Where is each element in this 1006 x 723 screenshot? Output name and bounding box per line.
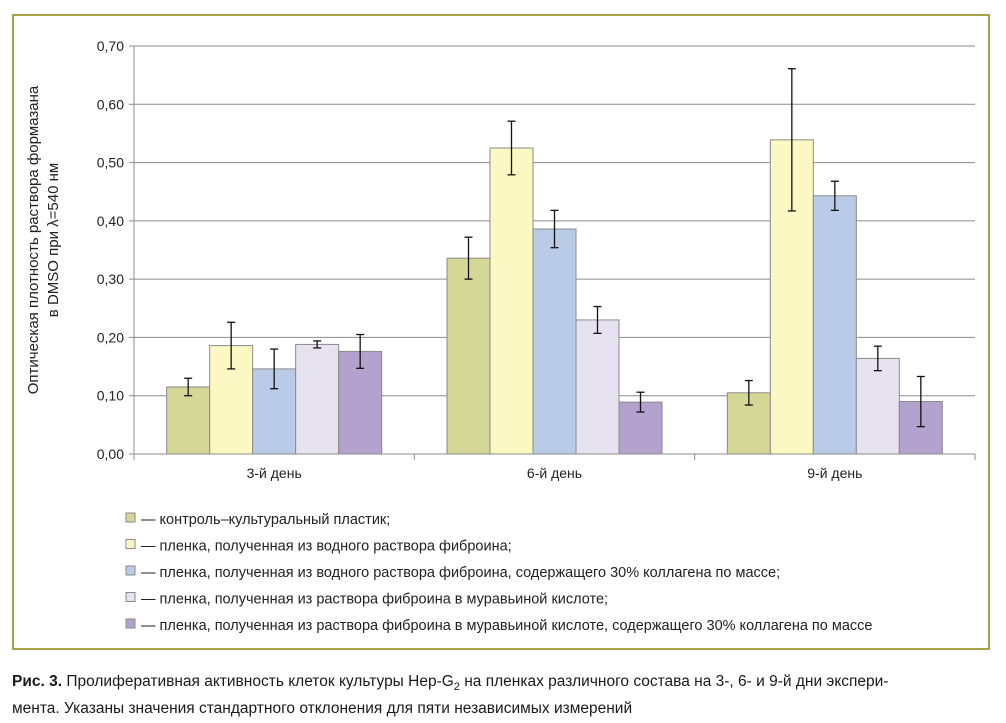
y-tick-label: 0,30: [97, 271, 124, 287]
legend-swatch: [125, 565, 136, 576]
y-tick-label: 0,70: [97, 38, 124, 54]
legend-swatch: [125, 618, 136, 629]
legend-label: — пленка, полученная из водного раствора…: [141, 539, 512, 555]
bar: [532, 228, 577, 455]
y-axis-label: Оптическая плотность раствора формазана в…: [25, 85, 62, 394]
y-tick-label: 0,20: [97, 329, 124, 345]
bars: [166, 68, 943, 455]
bar: [166, 386, 211, 455]
y-axis-label-line-2: в DMSO при λ=540 нм: [45, 163, 62, 317]
legend-swatch: [125, 592, 136, 602]
bar: [489, 147, 534, 455]
legend-label: — пленка, полученная из водного раствора…: [141, 565, 780, 581]
bar: [812, 195, 857, 455]
legend-label: — пленка, полученная из раствора фиброин…: [141, 592, 608, 608]
y-tick-label: 0,50: [97, 155, 124, 171]
legend-label: — пленка, полученная из раствора фиброин…: [141, 618, 872, 634]
bar: [295, 343, 340, 455]
y-tick-label: 0,60: [97, 96, 124, 112]
grid: 0,00 0,10 0,20 0,30 0,40 0,50 0,60 0,70: [97, 38, 975, 462]
bar: [575, 319, 620, 455]
chart-frame: Оптическая плотность раствора формазана в…: [12, 14, 990, 650]
caption-line-1: Рис. 3. Пролиферативная активность клето…: [12, 671, 994, 698]
caption-subscript: 2: [453, 681, 460, 694]
y-tick-label: 0,40: [97, 213, 124, 229]
figure-caption: Рис. 3. Пролиферативная активность клето…: [12, 671, 994, 720]
legend-swatch: [125, 512, 136, 523]
caption-text-cont: на пленках различного состава на 3-, 6- …: [459, 673, 889, 690]
legend-label: — контроль–культуральный пластик;: [141, 512, 390, 528]
legend: — контроль–культуральный пластик; — пленк…: [125, 512, 872, 634]
chart: Оптическая плотность раствора формазана в…: [25, 38, 976, 634]
y-axis-label-line-1: Оптическая плотность раствора формазана: [25, 85, 42, 394]
x-tick-label: 3-й день: [247, 465, 302, 481]
bar: [855, 357, 900, 455]
x-tick-label: 6-й день: [527, 465, 582, 481]
x-tick-label: 9-й день: [807, 465, 862, 481]
axes: 3-й день 6-й день 9-й день: [133, 46, 976, 481]
caption-label: Рис. 3.: [12, 673, 63, 690]
bar: [446, 257, 491, 455]
y-tick-label: 0,10: [97, 388, 124, 404]
caption-text: Пролиферативная активность клеток культу…: [62, 673, 454, 690]
legend-swatch: [125, 539, 136, 549]
caption-line-2: мента. Указаны значения стандартного отк…: [12, 700, 633, 718]
y-tick-label: 0,00: [97, 446, 124, 462]
